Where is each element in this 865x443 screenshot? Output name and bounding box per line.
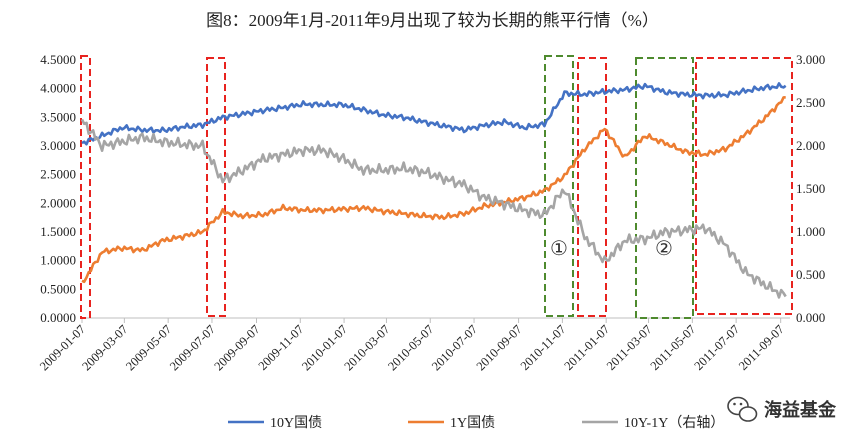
x-tick-label: 2009-03-07	[79, 322, 130, 373]
y-right-tick-label: 0.500	[796, 267, 825, 282]
legend: 10Y国债 1Y国债 10Y-1Y（右轴）	[228, 415, 724, 431]
y-right-tick-label: 0.000	[796, 310, 825, 325]
y-right-tick-label: 2.000	[796, 138, 825, 153]
y-left-tick-label: 0.0000	[40, 310, 76, 325]
x-tick-label: 2011-03-07	[604, 322, 655, 373]
x-tick-label: 2010-03-07	[341, 322, 392, 373]
chart-title: 图8：2009年1月-2011年9月出现了较为长期的熊平行情（%）	[206, 11, 659, 30]
x-tick-label: 2009-09-07	[211, 322, 262, 373]
y-right-tick-label: 1.500	[796, 181, 825, 196]
x-tick-label: 2010-11-07	[518, 322, 569, 373]
red-highlight-box-1	[206, 57, 226, 317]
x-tick-label: 2010-05-07	[385, 322, 436, 373]
series-line-2	[80, 118, 787, 299]
series-line-0	[81, 82, 787, 146]
watermark: 海益基金	[727, 396, 837, 422]
y-left-tick-label: 4.5000	[40, 52, 76, 67]
x-tick-label: 2011-05-07	[648, 322, 699, 373]
series-line-1	[81, 96, 786, 284]
y-right-tick-label: 3.000	[796, 52, 825, 67]
legend-label: 10Y国债	[270, 415, 322, 431]
wechat-icon	[727, 396, 758, 422]
y-right-tick-label: 2.500	[796, 95, 825, 110]
y-right-tick-label: 1.000	[796, 224, 825, 239]
x-tick-label: 2011-01-07	[561, 322, 612, 373]
red-highlight-box-0	[80, 55, 91, 319]
y-left-tick-label: 3.5000	[40, 109, 76, 124]
y-left-tick-label: 2.5000	[40, 167, 76, 182]
x-tick-label: 2009-07-07	[167, 322, 218, 373]
x-tick-label: 2011-09-07	[736, 322, 787, 373]
x-tick-label: 2009-05-07	[123, 322, 174, 373]
watermark-text: 海益基金	[764, 399, 837, 421]
green-highlight-box-1	[635, 57, 694, 319]
green-highlight-box-0	[544, 55, 574, 317]
y-left-tick-label: 2.0000	[40, 195, 76, 210]
y-left-tick-label: 0.5000	[40, 281, 76, 296]
x-tick-label: 2010-07-07	[429, 322, 480, 373]
x-tick-label: 2009-11-07	[256, 322, 307, 373]
highlight-boxes	[80, 55, 793, 319]
series-lines	[80, 82, 787, 299]
legend-label: 1Y国债	[450, 415, 495, 431]
red-highlight-box-2	[577, 57, 607, 317]
axes: 0.0000 0.5000 1.0000 1.5000 2.0000 2.5000 3.00…	[37, 52, 825, 373]
legend-label: 10Y-1Y（右轴）	[624, 415, 724, 431]
x-tick-label: 2010-09-07	[474, 322, 525, 373]
annotation-label: ①	[550, 236, 568, 260]
x-tick-label: 2011-07-07	[691, 322, 742, 373]
y-left-tick-label: 1.0000	[40, 253, 76, 268]
annotation-label: ②	[655, 236, 673, 260]
y-left-tick-label: 1.5000	[40, 224, 76, 239]
red-highlight-box-3	[695, 57, 793, 315]
y-left-tick-label: 3.0000	[40, 138, 76, 153]
y-left-tick-label: 4.0000	[40, 81, 76, 96]
